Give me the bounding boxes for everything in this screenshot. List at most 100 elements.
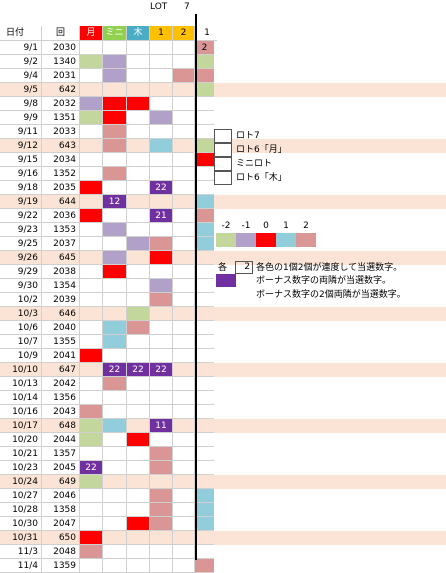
scale-swatch-p1: [276, 233, 296, 247]
result-cell: [103, 111, 127, 125]
row-draw-number: 2037: [42, 237, 80, 251]
scale-swatch-m2: [216, 233, 236, 247]
row-date: 9/25: [0, 237, 42, 251]
result-cell: [150, 545, 173, 559]
result-cell: [195, 545, 214, 559]
lot-two-header: 2: [173, 26, 195, 41]
result-cell: [150, 237, 173, 251]
row-draw-number: 2030: [42, 41, 80, 55]
row-date: 9/11: [0, 125, 42, 139]
legend-label-lot7: ロト7: [236, 131, 260, 141]
result-cell: [80, 237, 103, 251]
result-cell: [127, 209, 150, 223]
result-cell: [173, 475, 195, 489]
table-row: 9/29 2038: [0, 265, 446, 279]
result-cell: [127, 531, 150, 545]
row-date: 10/7: [0, 335, 42, 349]
row-date: 9/15: [0, 153, 42, 167]
row-draw-number: 1353: [42, 223, 80, 237]
legend-box-lot7: [214, 129, 232, 143]
result-cell: [195, 503, 214, 517]
row-date: 9/5: [0, 83, 42, 97]
result-cell: [80, 125, 103, 139]
result-cell: [80, 181, 103, 195]
result-cell: [173, 503, 195, 517]
row-draw-number: 2038: [42, 265, 80, 279]
result-cell: [127, 433, 150, 447]
result-cell: [127, 279, 150, 293]
scale-label-m2: -2: [221, 221, 231, 231]
result-cell: [173, 559, 195, 573]
result-cell: [150, 559, 173, 573]
row-date: 9/23: [0, 223, 42, 237]
row-draw-number: 645: [42, 251, 80, 265]
result-cell: [195, 405, 214, 419]
result-cell: [103, 433, 127, 447]
result-cell: [173, 335, 195, 349]
result-cell: [103, 321, 127, 335]
table-row: 9/25 2037: [0, 237, 446, 251]
result-cell: [195, 321, 214, 335]
result-cell: [127, 111, 150, 125]
row-date: 10/23: [0, 461, 42, 475]
result-cell: [173, 55, 195, 69]
table-row: 10/16 2043: [0, 405, 446, 419]
legend-label-lot6-tsuki: ロト6「月」: [236, 145, 287, 155]
row-draw-number: 1355: [42, 335, 80, 349]
result-cell: [103, 265, 127, 279]
result-cell: [103, 237, 127, 251]
result-cell: [173, 237, 195, 251]
result-cell: 11: [150, 419, 173, 433]
result-cell: [150, 111, 173, 125]
table-row: 10/21 1357: [0, 447, 446, 461]
result-cell: [103, 517, 127, 531]
result-cell: [80, 321, 103, 335]
result-cell: [103, 405, 127, 419]
result-cell: [173, 293, 195, 307]
result-cell: [195, 531, 214, 545]
row-date: 9/19: [0, 195, 42, 209]
result-cell: [195, 293, 214, 307]
result-cell: [127, 321, 150, 335]
header-row-top: LOT 7: [0, 0, 446, 15]
row-date: 10/17: [0, 419, 42, 433]
table-row: 9/15 2034: [0, 153, 446, 167]
row-draw-number: 648: [42, 419, 80, 433]
lot-header: LOT: [150, 2, 168, 12]
result-cell: [127, 265, 150, 279]
result-cell: [195, 391, 214, 405]
scale-label-z0: 0: [263, 221, 269, 231]
note-line-3: ボーナス数字の2個両隣が当選数字。: [256, 290, 406, 300]
table-row: 10/23 2045 22: [0, 461, 446, 475]
result-cell: [80, 209, 103, 223]
result-cell: [173, 377, 195, 391]
result-cell: [173, 209, 195, 223]
table-row: 9/4 2031: [0, 69, 446, 83]
row-draw-number: 2031: [42, 69, 80, 83]
result-cell: [195, 335, 214, 349]
result-cell: [195, 111, 214, 125]
result-cell: [127, 139, 150, 153]
result-cell: [127, 293, 150, 307]
row-date: 9/26: [0, 251, 42, 265]
row-draw-number: 647: [42, 363, 80, 377]
table-row: 9/16 1352: [0, 167, 446, 181]
result-cell: [150, 153, 173, 167]
result-cell: [127, 475, 150, 489]
row-draw-number: 1357: [42, 447, 80, 461]
result-cell: [103, 69, 127, 83]
result-cell: [173, 545, 195, 559]
result-cell: [195, 83, 214, 97]
result-cell: [195, 279, 214, 293]
result-cell: 22: [150, 181, 173, 195]
result-cell: [195, 559, 214, 573]
table-row: 9/18 2035 22: [0, 181, 446, 195]
result-cell: [103, 41, 127, 55]
note-line-2: ボーナス数字の両隣が当選数字。: [256, 276, 392, 286]
table-row: 10/2 2039: [0, 293, 446, 307]
result-cell: [173, 349, 195, 363]
result-cell: [195, 209, 214, 223]
result-cell: [80, 559, 103, 573]
result-cell: [195, 307, 214, 321]
